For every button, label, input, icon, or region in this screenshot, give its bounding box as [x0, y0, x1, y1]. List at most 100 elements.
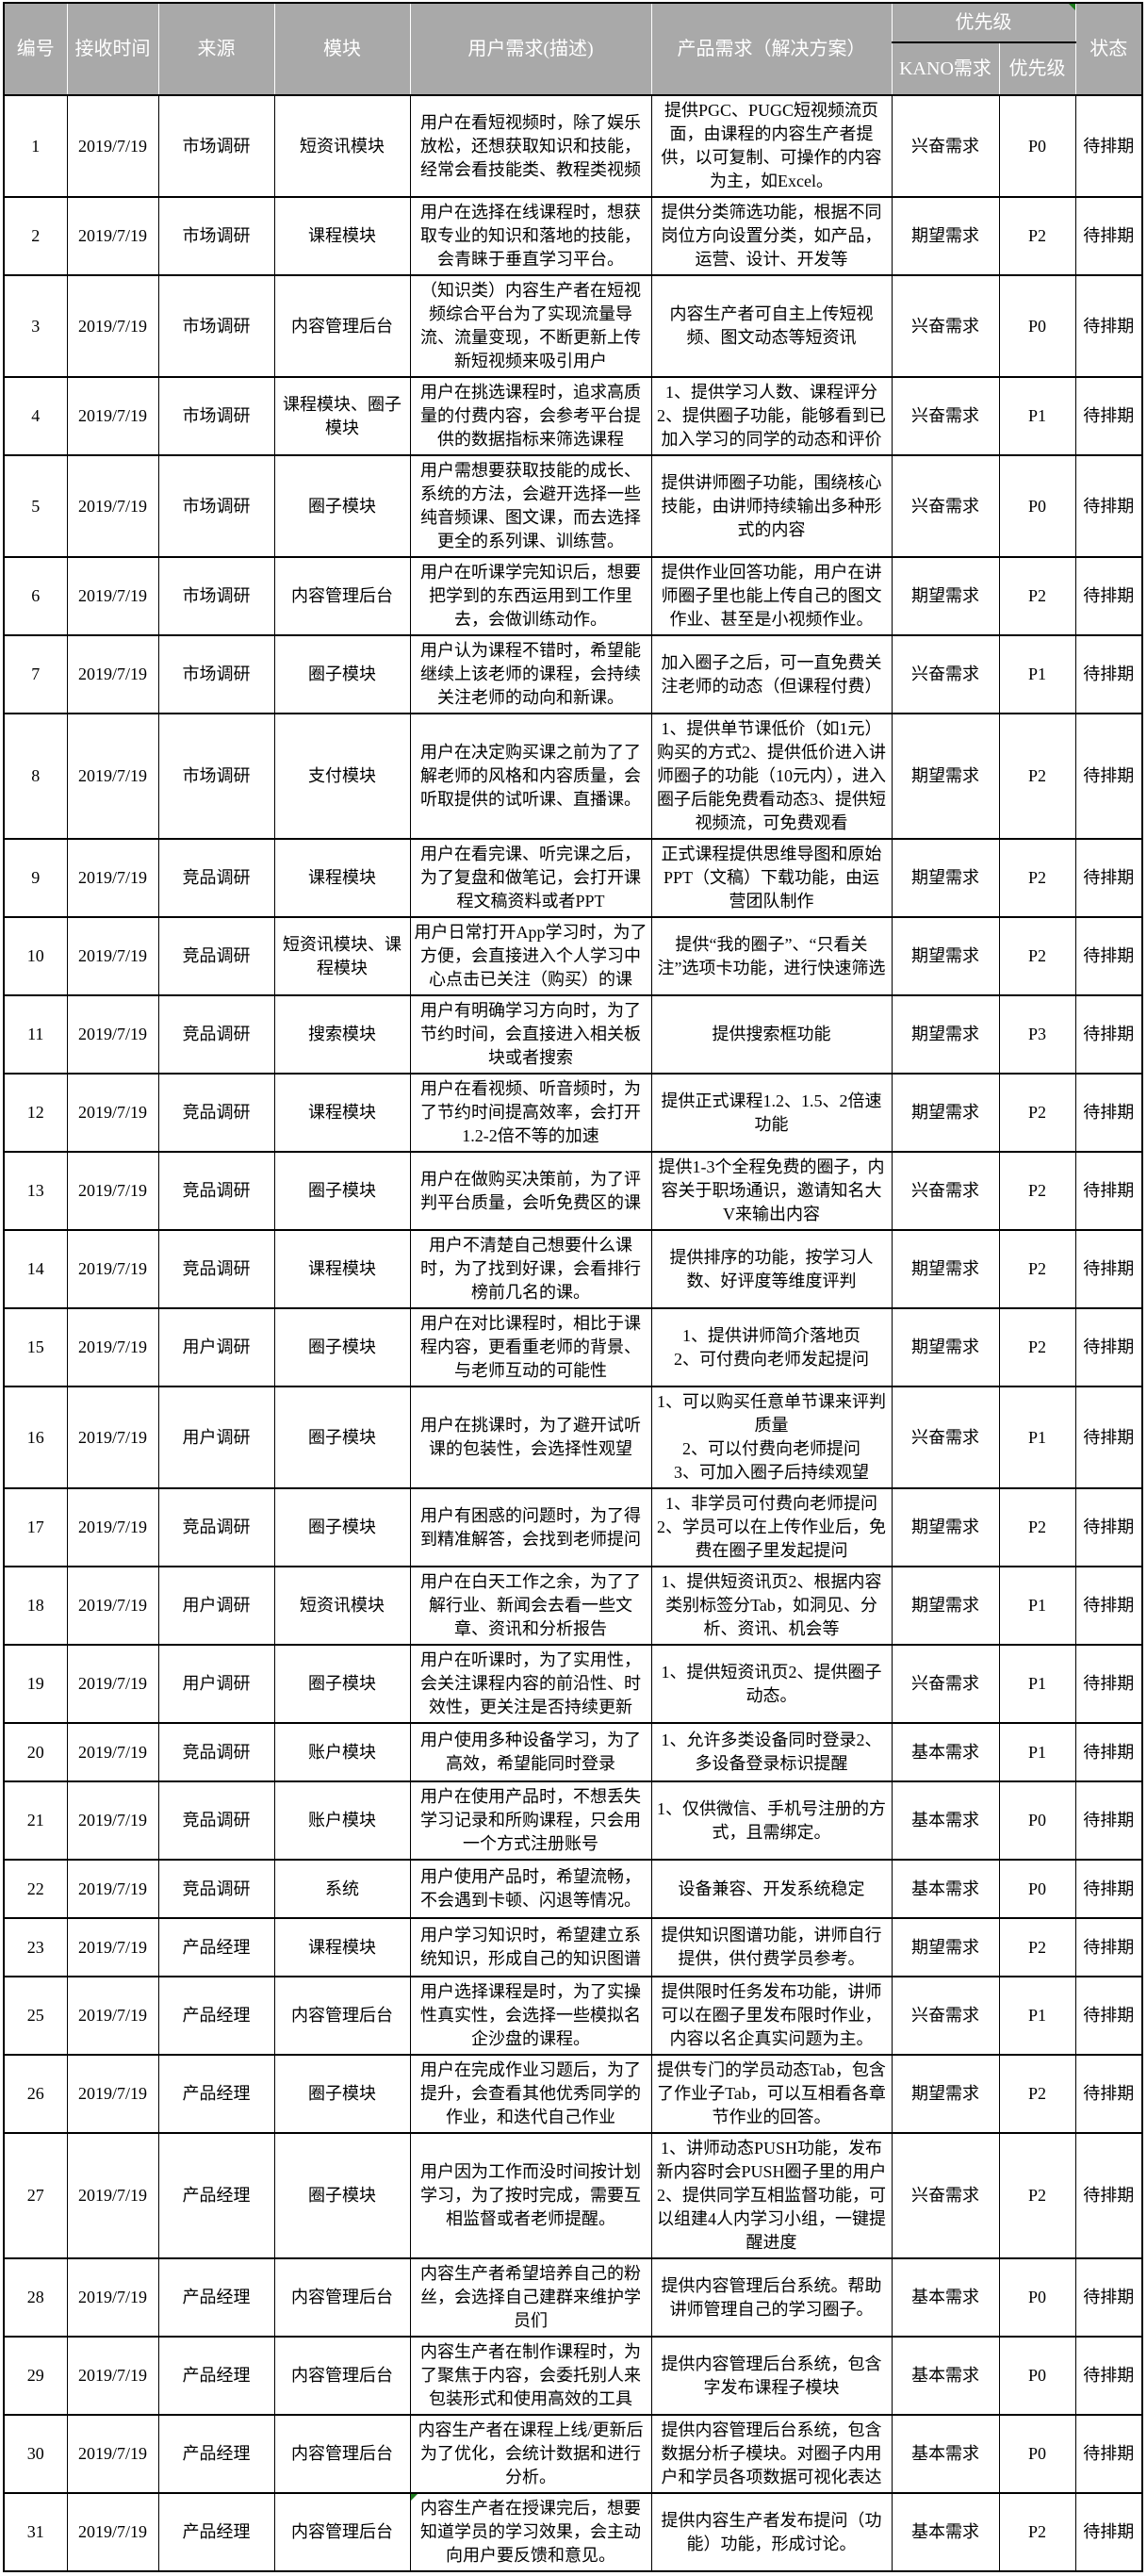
- cell-priority[interactable]: P2: [998, 713, 1076, 840]
- cell-status[interactable]: 待排期: [1074, 1229, 1143, 1309]
- cell-product-requirement[interactable]: 提供内容管理后台系统，包含字发布课程子模块: [650, 2336, 893, 2416]
- cell-id[interactable]: 19: [3, 1644, 68, 1724]
- cell-status[interactable]: 待排期: [1074, 94, 1143, 198]
- cell-status[interactable]: 待排期: [1074, 1859, 1143, 1919]
- cell-status[interactable]: 待排期: [1074, 196, 1143, 276]
- cell-user-requirement[interactable]: 用户学习知识时，希望建立系统知识，形成自己的知识图谱: [409, 1917, 652, 1977]
- cell-product-requirement[interactable]: 1、可以购买任意单节课来评判质量 2、可以付费向老师提问 3、可加入圈子后持续观…: [650, 1386, 893, 1489]
- cell-source[interactable]: 产品经理: [157, 2257, 275, 2338]
- cell-source[interactable]: 用户调研: [157, 1386, 275, 1489]
- cell-received-date[interactable]: 2019/7/19: [66, 1566, 159, 1646]
- cell-source[interactable]: 产品经理: [157, 1917, 275, 1977]
- cell-id[interactable]: 23: [3, 1917, 68, 1977]
- cell-source[interactable]: 市场调研: [157, 376, 275, 456]
- cell-product-requirement[interactable]: 内容生产者可自主上传短视频、图文动态等短资讯: [650, 274, 893, 378]
- cell-received-date[interactable]: 2019/7/19: [66, 1073, 159, 1153]
- cell-module[interactable]: 短资讯模块、课程模块: [273, 916, 411, 996]
- cell-status[interactable]: 待排期: [1074, 1976, 1143, 2056]
- cell-source[interactable]: 市场调研: [157, 713, 275, 840]
- cell-kano[interactable]: 兴奋需求: [891, 634, 1000, 714]
- cell-priority[interactable]: P0: [998, 94, 1076, 198]
- cell-id[interactable]: 2: [3, 196, 68, 276]
- cell-kano[interactable]: 期望需求: [891, 556, 1000, 636]
- cell-product-requirement[interactable]: 1、提供讲师简介落地页 2、可付费向老师发起提问: [650, 1307, 893, 1387]
- cell-module[interactable]: 内容管理后台: [273, 2257, 411, 2338]
- cell-product-requirement[interactable]: 加入圈子之后，可一直免费关注老师的动态（但课程付费）: [650, 634, 893, 714]
- cell-source[interactable]: 产品经理: [157, 2414, 275, 2494]
- cell-priority[interactable]: P2: [998, 1151, 1076, 1231]
- cell-received-date[interactable]: 2019/7/19: [66, 1917, 159, 1977]
- cell-source[interactable]: 产品经理: [157, 2054, 275, 2134]
- cell-kano[interactable]: 兴奋需求: [891, 94, 1000, 198]
- cell-received-date[interactable]: 2019/7/19: [66, 713, 159, 840]
- cell-priority[interactable]: P2: [998, 2492, 1076, 2572]
- cell-status[interactable]: 待排期: [1074, 2336, 1143, 2416]
- cell-received-date[interactable]: 2019/7/19: [66, 2414, 159, 2494]
- cell-status[interactable]: 待排期: [1074, 1644, 1143, 1724]
- cell-source[interactable]: 用户调研: [157, 1644, 275, 1724]
- cell-product-requirement[interactable]: 提供排序的功能，按学习人数、好评度等维度评判: [650, 1229, 893, 1309]
- cell-user-requirement[interactable]: 用户有困惑的问题时，为了得到精准解答，会找到老师提问: [409, 1487, 652, 1567]
- cell-source[interactable]: 市场调研: [157, 556, 275, 636]
- cell-kano[interactable]: 期望需求: [891, 1917, 1000, 1977]
- cell-product-requirement[interactable]: 提供分类筛选功能，根据不同岗位方向设置分类，如产品，运营、设计、开发等: [650, 196, 893, 276]
- cell-kano[interactable]: 兴奋需求: [891, 274, 1000, 378]
- cell-received-date[interactable]: 2019/7/19: [66, 634, 159, 714]
- cell-kano[interactable]: 期望需求: [891, 916, 1000, 996]
- cell-user-requirement[interactable]: 用户使用多种设备学习，为了高效，希望能同时登录: [409, 1722, 652, 1782]
- cell-module[interactable]: 圈子模块: [273, 1644, 411, 1724]
- cell-kano[interactable]: 期望需求: [891, 1487, 1000, 1567]
- cell-id[interactable]: 18: [3, 1566, 68, 1646]
- cell-kano[interactable]: 兴奋需求: [891, 1386, 1000, 1489]
- cell-module[interactable]: 短资讯模块: [273, 1566, 411, 1646]
- cell-product-requirement[interactable]: 1、提供短资讯页2、根据内容类别标签分Tab，如洞见、分析、资讯、机会等: [650, 1566, 893, 1646]
- cell-received-date[interactable]: 2019/7/19: [66, 2336, 159, 2416]
- cell-user-requirement[interactable]: 内容生产者希望培养自己的粉丝，会选择自己建群来维护学员们: [409, 2257, 652, 2338]
- cell-id[interactable]: 14: [3, 1229, 68, 1309]
- cell-user-requirement[interactable]: 用户有明确学习方向时，为了节约时间，会直接进入相关板块或者搜索: [409, 994, 652, 1075]
- cell-source[interactable]: 市场调研: [157, 274, 275, 378]
- cell-user-requirement[interactable]: 用户在挑选课程时，追求高质量的付费内容，会参考平台提供的数据指标来筛选课程: [409, 376, 652, 456]
- cell-status[interactable]: 待排期: [1074, 2054, 1143, 2134]
- cell-source[interactable]: 竞品调研: [157, 1487, 275, 1567]
- cell-product-requirement[interactable]: 提供作业回答功能，用户在讲师圈子里也能上传自己的图文作业、甚至是小视频作业。: [650, 556, 893, 636]
- cell-status[interactable]: 待排期: [1074, 1566, 1143, 1646]
- cell-module[interactable]: 账户模块: [273, 1722, 411, 1782]
- cell-id[interactable]: 10: [3, 916, 68, 996]
- cell-module[interactable]: 圈子模块: [273, 2132, 411, 2259]
- cell-status[interactable]: 待排期: [1074, 1073, 1143, 1153]
- cell-kano[interactable]: 兴奋需求: [891, 1644, 1000, 1724]
- cell-received-date[interactable]: 2019/7/19: [66, 2492, 159, 2572]
- cell-id[interactable]: 11: [3, 994, 68, 1075]
- cell-received-date[interactable]: 2019/7/19: [66, 274, 159, 378]
- cell-module[interactable]: 圈子模块: [273, 634, 411, 714]
- cell-priority[interactable]: P2: [998, 838, 1076, 918]
- cell-id[interactable]: 4: [3, 376, 68, 456]
- cell-received-date[interactable]: 2019/7/19: [66, 1487, 159, 1567]
- cell-status[interactable]: 待排期: [1074, 376, 1143, 456]
- cell-received-date[interactable]: 2019/7/19: [66, 196, 159, 276]
- cell-product-requirement[interactable]: 1、提供单节课低价（如1元）购买的方式2、提供低价进入讲师圈子的功能（10元内）…: [650, 713, 893, 840]
- cell-id[interactable]: 30: [3, 2414, 68, 2494]
- cell-id[interactable]: 7: [3, 634, 68, 714]
- cell-status[interactable]: 待排期: [1074, 1780, 1143, 1861]
- cell-source[interactable]: 竞品调研: [157, 1859, 275, 1919]
- cell-id[interactable]: 31: [3, 2492, 68, 2572]
- cell-product-requirement[interactable]: 提供“我的圈子”、“只看关注”选项卡功能，进行快速筛选: [650, 916, 893, 996]
- cell-status[interactable]: 待排期: [1074, 1722, 1143, 1782]
- cell-user-requirement[interactable]: 用户需想要获取技能的成长、系统的方法，会避开选择一些纯音频课、图文课，而去选择更…: [409, 454, 652, 558]
- cell-product-requirement[interactable]: 提供专门的学员动态Tab，包含了作业子Tab，可以互相看各章节作业的回答。: [650, 2054, 893, 2134]
- cell-kano[interactable]: 期望需求: [891, 838, 1000, 918]
- cell-id[interactable]: 13: [3, 1151, 68, 1231]
- cell-source[interactable]: 竞品调研: [157, 1229, 275, 1309]
- cell-source[interactable]: 市场调研: [157, 454, 275, 558]
- cell-status[interactable]: 待排期: [1074, 2257, 1143, 2338]
- cell-kano[interactable]: 期望需求: [891, 713, 1000, 840]
- cell-received-date[interactable]: 2019/7/19: [66, 556, 159, 636]
- cell-priority[interactable]: P1: [998, 1386, 1076, 1489]
- cell-priority[interactable]: P2: [998, 1307, 1076, 1387]
- cell-kano[interactable]: 兴奋需求: [891, 1976, 1000, 2056]
- cell-product-requirement[interactable]: 1、讲师动态PUSH功能，发布新内容时会PUSH圈子里的用户 2、提供同学互相监…: [650, 2132, 893, 2259]
- cell-source[interactable]: 产品经理: [157, 2132, 275, 2259]
- cell-module[interactable]: 系统: [273, 1859, 411, 1919]
